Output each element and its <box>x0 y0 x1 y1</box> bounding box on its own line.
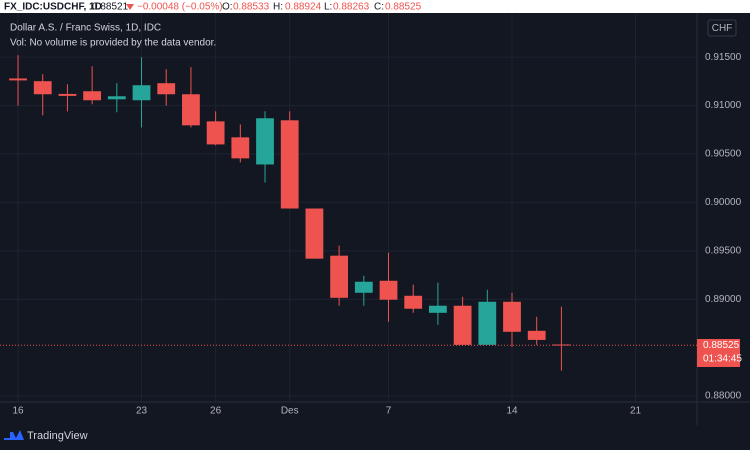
price-label: 0.88525 <box>703 340 740 351</box>
chart-subtitle: Vol: No volume is provided by the data v… <box>10 38 216 49</box>
y-tick-label: 0.91500 <box>705 52 742 63</box>
x-tick-label: Des <box>281 406 299 417</box>
high-label: H: <box>273 2 283 13</box>
candle-body <box>429 305 447 313</box>
countdown: 01:34:45 <box>703 354 742 365</box>
candle-body <box>83 91 102 101</box>
candle-body <box>453 305 472 345</box>
candle-body <box>280 120 299 209</box>
close-value: 0.88525 <box>385 2 422 13</box>
candle-body <box>527 330 546 340</box>
candle-body <box>132 85 151 101</box>
change: −0.00048 (−0.05%) <box>137 2 223 13</box>
candle-body <box>9 78 27 81</box>
candle-body <box>305 208 324 259</box>
candle-body <box>231 137 250 159</box>
x-tick-label: 16 <box>12 406 24 417</box>
candle-body <box>157 83 176 95</box>
y-tick-label: 0.90000 <box>705 197 742 208</box>
candle-body <box>503 301 521 332</box>
x-tick-label: 23 <box>136 406 148 417</box>
candle-body <box>256 118 274 165</box>
candle-body <box>478 301 497 345</box>
candle-body <box>354 281 373 293</box>
candle-body <box>58 93 77 96</box>
last-price: 0.88521 <box>92 2 129 13</box>
candle-body <box>33 81 52 95</box>
x-tick-label: 14 <box>506 406 518 417</box>
candle-body <box>182 94 200 126</box>
symbol: FX_IDC:USDCHF, 1D <box>4 2 102 13</box>
brand[interactable]: TradingView <box>27 430 88 442</box>
high-value: 0.88924 <box>285 2 322 13</box>
y-tick-label: 0.89000 <box>705 294 742 305</box>
header-bar <box>0 0 750 13</box>
currency[interactable]: CHF <box>712 23 733 34</box>
x-tick-label: 26 <box>210 406 222 417</box>
open-value: 0.88533 <box>233 2 270 13</box>
candle-body <box>379 280 398 300</box>
y-tick-label: 0.88000 <box>705 391 742 402</box>
low-value: 0.88263 <box>333 2 370 13</box>
chart-title: Dollar A.S. / Franc Swiss, 1D, IDC <box>10 23 161 34</box>
logo-icon[interactable] <box>4 430 24 440</box>
x-tick-label: 7 <box>386 406 392 417</box>
currency-button[interactable] <box>707 19 737 37</box>
x-tick-label: 21 <box>630 406 642 417</box>
price-label-box <box>697 339 740 367</box>
y-tick-label: 0.91000 <box>705 100 742 111</box>
down-arrow <box>126 4 134 10</box>
candle-body <box>330 255 349 298</box>
low-label: L: <box>324 2 332 13</box>
candle-body <box>107 96 126 100</box>
open-label: O: <box>222 2 233 13</box>
y-tick-label: 0.90500 <box>705 149 742 160</box>
candle-body <box>404 295 423 309</box>
candle-body <box>206 121 225 145</box>
y-tick-label: 0.89500 <box>705 245 742 256</box>
close-label: C: <box>374 2 384 13</box>
